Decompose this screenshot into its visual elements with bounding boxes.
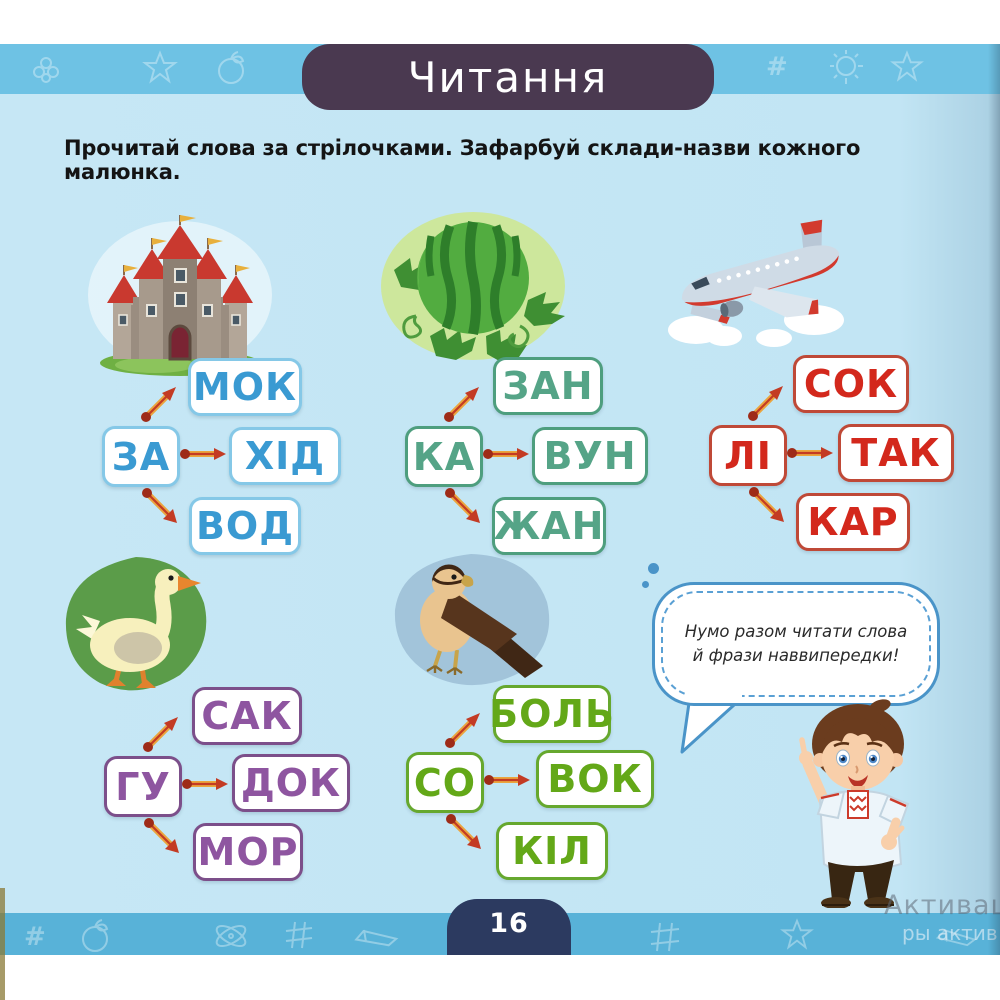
syllable-box-goose-gu[interactable]: ГУ — [104, 756, 182, 817]
syllable-box-watermelon-vun[interactable]: ВУН — [532, 427, 648, 485]
speech-bubble-line1: Нумо разом читати слова — [684, 622, 908, 642]
boy-character-icon — [799, 699, 910, 908]
star-doodle-icon — [780, 918, 814, 959]
syllable-box-watermelon-zhan[interactable]: ЖАН — [492, 497, 606, 555]
syllable-box-goose-dok[interactable]: ДОК — [232, 754, 350, 812]
bubble-tail-seam — [688, 694, 742, 702]
syllable-box-castle-za[interactable]: ЗА — [102, 426, 180, 487]
goose-icon — [65, 557, 207, 691]
arrow-down-icon — [443, 811, 487, 855]
syllable-box-airplane-kar[interactable]: КАР — [796, 493, 910, 551]
syllable-box-watermelon-ka[interactable]: КА — [405, 426, 483, 487]
pencil-doodle-icon — [934, 922, 982, 955]
syllable-box-falcon-bol[interactable]: БОЛЬ — [489, 685, 614, 743]
star-doodle-icon — [142, 50, 178, 93]
syllable-box-goose-mor[interactable]: МОР — [193, 823, 303, 881]
atom-doodle-icon — [212, 918, 250, 961]
arrow-right-icon — [785, 443, 837, 463]
arrow-down-icon — [139, 485, 183, 529]
arrow-right-icon — [178, 444, 230, 464]
page-bottom-margin — [0, 955, 1000, 1000]
syllable-box-airplane-li[interactable]: ЛІ — [709, 425, 787, 486]
hash-doodle-icon: # — [24, 922, 46, 952]
page-number: 16 — [489, 908, 529, 939]
speech-bubble-text: Нумо разом читати слова й фрази наввипер… — [685, 620, 907, 668]
apple-doodle-icon — [78, 918, 112, 961]
page-edge-shadow — [988, 44, 1000, 955]
syllable-box-airplane-sok[interactable]: СОК — [793, 355, 909, 413]
castle-icon — [88, 215, 272, 376]
syllable-box-watermelon-zan[interactable]: ЗАН — [493, 357, 603, 415]
pencil-doodle-icon — [352, 922, 404, 955]
arrow-down-icon — [141, 815, 185, 859]
arrow-up-icon — [745, 380, 789, 424]
page-title-text: Читання — [407, 52, 609, 102]
arrow-up-icon — [138, 381, 182, 425]
watermelon-icon — [381, 212, 565, 362]
star-doodle-icon — [890, 50, 924, 91]
hash-doodle-icon — [648, 920, 682, 961]
arrow-right-icon — [180, 774, 232, 794]
speech-bubble: Нумо разом читати слова й фрази наввипер… — [652, 582, 940, 706]
instruction-text: Прочитай слова за стрілочками. Зафарбуй … — [64, 136, 861, 184]
falcon-icon — [394, 554, 550, 686]
arrow-right-icon — [481, 444, 533, 464]
book-spine-edge — [0, 888, 5, 1000]
syllable-box-castle-khid[interactable]: ХІД — [229, 427, 341, 485]
flower-doodle-icon — [30, 54, 62, 93]
page-number-tab: 16 — [447, 899, 571, 955]
arrow-right-icon — [482, 770, 534, 790]
arrow-up-icon — [441, 381, 485, 425]
airplane-icon — [668, 219, 844, 347]
bubble-dot — [648, 563, 659, 574]
hash-doodle-icon: # — [766, 52, 788, 82]
apple-doodle-icon — [214, 50, 248, 93]
syllable-box-falcon-vok[interactable]: ВОК — [536, 750, 654, 808]
tictactoe-doodle-icon — [284, 920, 314, 957]
syllable-box-castle-mok[interactable]: МОК — [188, 358, 302, 416]
page-top-margin — [0, 0, 1000, 44]
arrow-up-icon — [140, 711, 184, 755]
page-title: Читання — [302, 44, 714, 110]
sun-doodle-icon — [826, 48, 866, 95]
arrow-up-icon — [442, 707, 486, 751]
syllable-box-castle-vod[interactable]: ВОД — [189, 497, 301, 555]
syllable-box-goose-sak[interactable]: САК — [192, 687, 302, 745]
syllable-box-falcon-kil[interactable]: КІЛ — [496, 822, 608, 880]
arrow-down-icon — [746, 484, 790, 528]
arrow-down-icon — [442, 485, 486, 529]
syllable-box-falcon-so[interactable]: СО — [406, 752, 484, 813]
bubble-dot — [642, 581, 649, 588]
speech-bubble-line2: й фрази наввипередки! — [692, 646, 900, 665]
syllable-box-airplane-tak[interactable]: ТАК — [838, 424, 954, 482]
